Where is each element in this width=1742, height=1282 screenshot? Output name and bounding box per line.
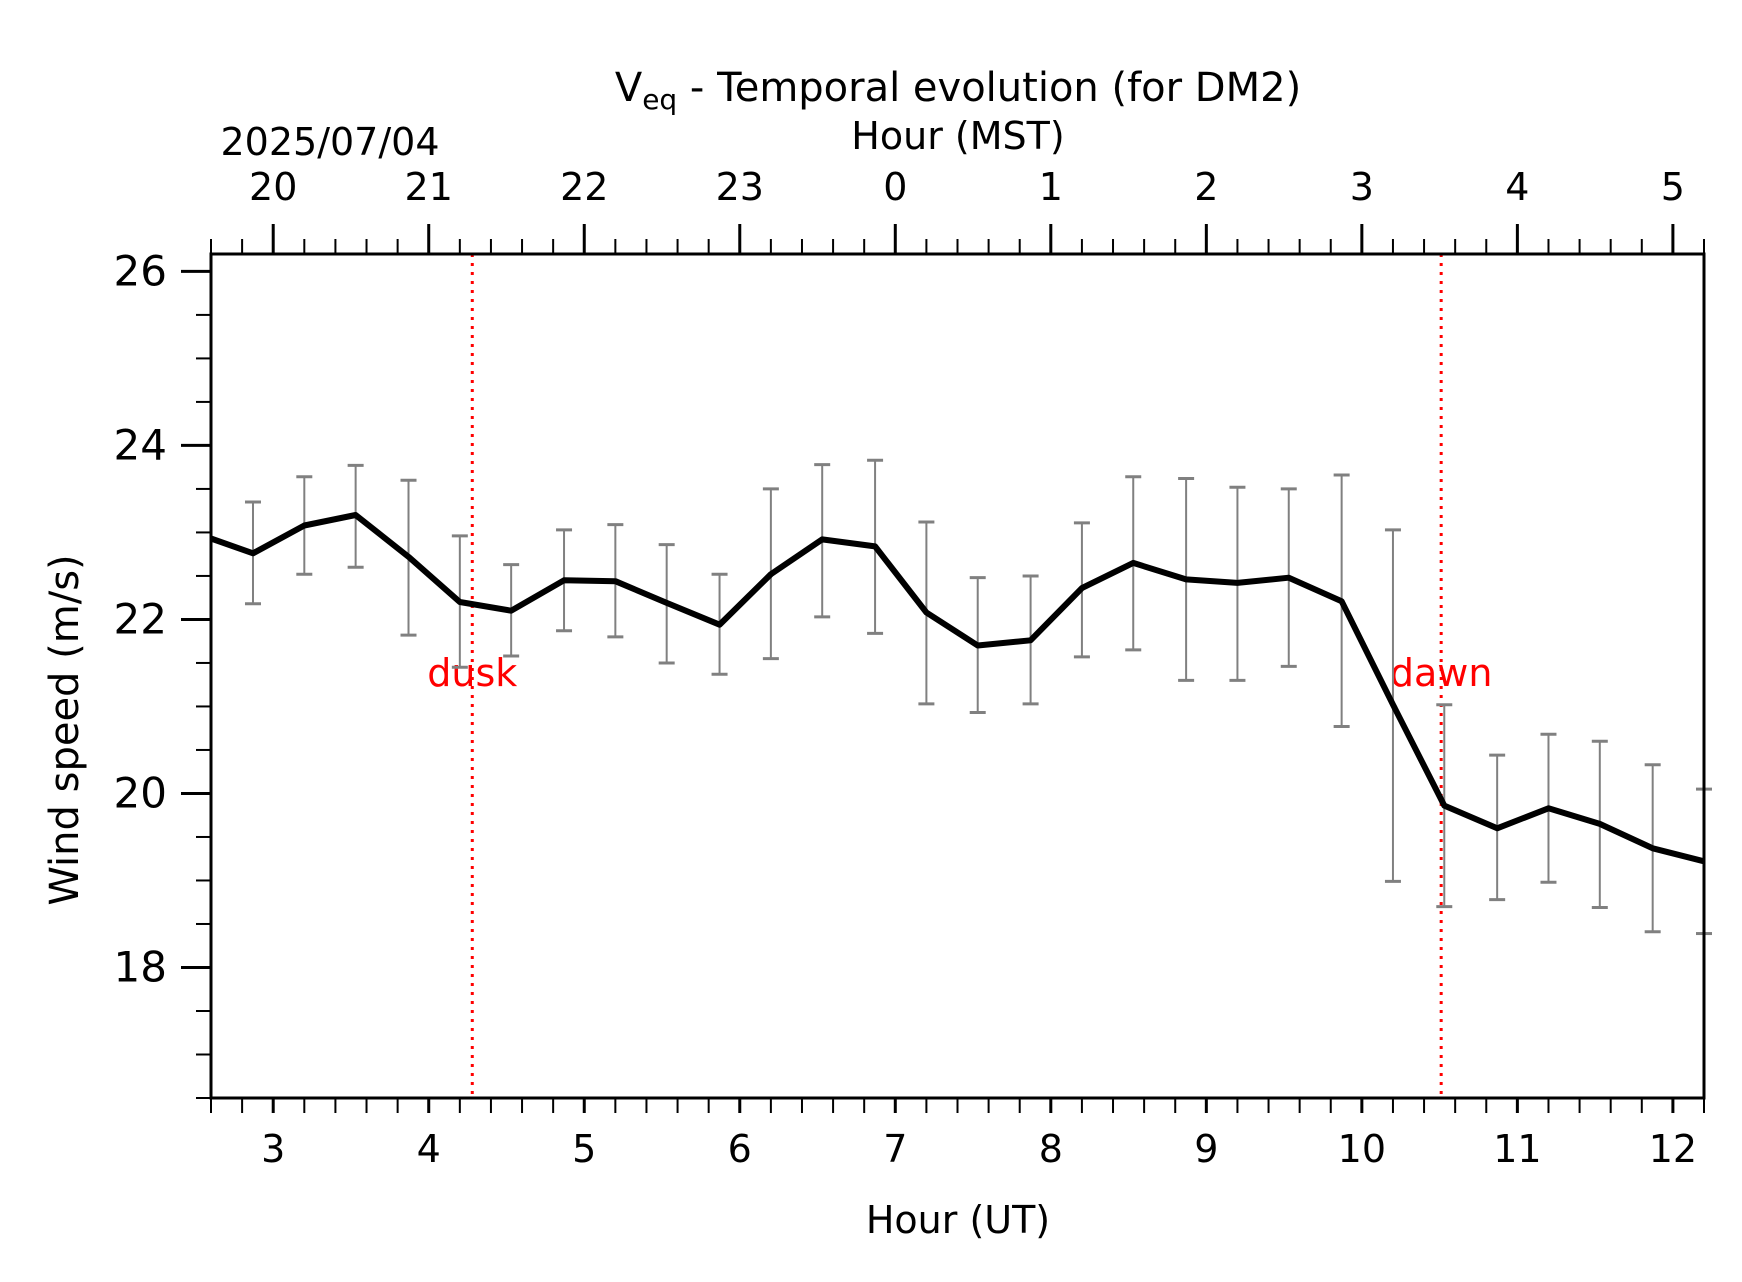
top-tick-label: 22	[560, 165, 608, 209]
x-tick-label: 11	[1493, 1127, 1541, 1171]
top-tick-label: 3	[1350, 165, 1374, 209]
title-base: V	[615, 65, 643, 111]
x-tick-label: 8	[1039, 1127, 1063, 1171]
x-tick-label: 12	[1649, 1127, 1697, 1171]
axis-ticks	[181, 224, 1705, 1113]
x-tick-label: 3	[261, 1127, 285, 1171]
x-tick-label: 4	[417, 1127, 441, 1171]
error-bars	[244, 458, 1712, 936]
y-tick-label: 20	[114, 768, 167, 817]
y-tick-label: 26	[114, 246, 167, 295]
top-tick-label: 5	[1661, 165, 1685, 209]
top-tick-label: 21	[405, 165, 453, 209]
y-tick-label: 24	[114, 420, 167, 469]
top-tick-label: 1	[1039, 165, 1063, 209]
chart-title: Veq - Temporal evolution (for DM2)	[615, 65, 1301, 116]
y-tick-label: 22	[114, 594, 167, 643]
top-tick-label: 23	[716, 165, 764, 209]
x-axis-label: Hour (UT)	[866, 1198, 1050, 1242]
annotations: dusk dawn	[427, 254, 1492, 1098]
top-tick-label: 20	[249, 165, 297, 209]
y-tick-label: 18	[114, 942, 167, 991]
title-rest: - Temporal evolution (for DM2)	[677, 65, 1301, 111]
top-tick-label: 0	[883, 165, 907, 209]
annotation-dawn-label: dawn	[1390, 651, 1493, 695]
y-axis-label: Wind speed (m/s)	[42, 554, 88, 905]
x-tick-label: 5	[572, 1127, 596, 1171]
svg-text:Veq - Temporal evolution (for: Veq - Temporal evolution (for DM2)	[615, 65, 1301, 116]
x-tick-label: 10	[1338, 1127, 1386, 1171]
x-tick-label: 6	[728, 1127, 752, 1171]
top-tick-label: 4	[1505, 165, 1529, 209]
top-date-label: 2025/07/04	[220, 120, 439, 164]
plot-frame	[209, 252, 1706, 1100]
title-subscript: eq	[642, 83, 677, 116]
annotation-dusk-label: dusk	[427, 651, 517, 695]
series-line	[210, 512, 1705, 865]
top-axis-label: Hour (MST)	[851, 114, 1064, 158]
top-tick-label: 2	[1194, 165, 1218, 209]
x-tick-label: 9	[1194, 1127, 1218, 1171]
x-tick-label: 7	[883, 1127, 907, 1171]
